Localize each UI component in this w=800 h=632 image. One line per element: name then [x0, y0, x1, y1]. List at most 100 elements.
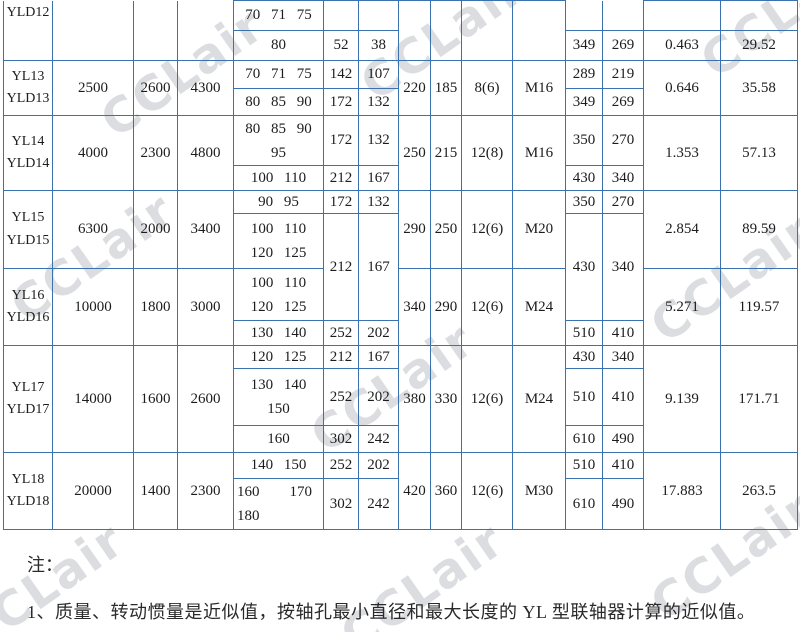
length-l-cell: 302 — [323, 478, 359, 530]
length-l-cell: 142 — [323, 60, 359, 89]
inertia-cell: 5.271 — [643, 268, 721, 346]
diameter-d2-cell: 430 — [565, 345, 603, 369]
diameter-d2-cell: 430 — [565, 165, 603, 191]
bolt-count-cell: 12(6) — [461, 345, 513, 453]
torque-cell: 14000 — [52, 345, 134, 453]
length-l1-cell: 167 — [358, 345, 399, 369]
mass-cell: 171.71 — [720, 345, 798, 453]
diameter-d2-cell — [565, 0, 603, 31]
table-row: 100 110 212 167 430 340 — [4, 165, 798, 191]
bore-diameter-cell: 90 95 — [233, 190, 324, 214]
bore-diameter-cell: 80 — [233, 30, 324, 61]
diameter-d3-cell: 410 — [602, 320, 644, 346]
table-row: YL18 YLD18 20000 1400 2300 140 150 252 2… — [3, 452, 798, 530]
diameter-d-cell — [398, 0, 431, 61]
length-l1-cell: 167 — [358, 165, 399, 191]
speed-yl-cell: 1800 — [133, 268, 178, 346]
bore-diameter-cell: 160 — [233, 425, 324, 453]
bore-diameter-cell: 140 150 — [233, 452, 324, 479]
length-l-cell: 302 — [323, 425, 359, 453]
coupling-spec-table: YLD12 70 71 75 80 52 38 349 269 0.463 29… — [3, 0, 798, 530]
length-l1-cell: 167 — [358, 213, 399, 321]
table-row: YL14 YLD14 4000 2300 4800 80 85 90 95 17… — [3, 115, 798, 191]
length-l-cell: 252 — [323, 368, 359, 426]
bolt-count-cell: 8(6) — [461, 60, 513, 116]
model-cell: YL18 YLD18 — [3, 452, 53, 530]
mass-cell: 89.59 — [720, 190, 798, 269]
length-l-cell — [323, 0, 359, 31]
diameter-d2-cell: 610 — [565, 478, 603, 530]
table-row: YL15 YLD15 6300 2000 3400 90 95 172 132 … — [3, 190, 798, 269]
table-row: YLD12 70 71 75 — [3, 0, 798, 61]
bolt-count-cell: 12(6) — [461, 268, 513, 346]
length-l1-cell: 132 — [358, 190, 399, 214]
speed-yld-cell: 4800 — [177, 115, 234, 191]
bore-diameter-cell: 80 85 90 — [233, 88, 324, 116]
length-l1-cell: 202 — [358, 320, 399, 346]
length-l-cell: 212 — [323, 165, 359, 191]
diameter-d-cell: 420 — [398, 452, 431, 530]
speed-yld-cell: 2300 — [177, 452, 234, 530]
length-l1-cell: 132 — [358, 88, 399, 116]
diameter-d2-cell: 349 — [565, 88, 603, 116]
length-l1-cell — [358, 0, 399, 31]
model-cell: YL17 YLD17 — [3, 345, 53, 453]
length-l-cell: 252 — [323, 452, 359, 479]
diameter-d3-cell: 490 — [602, 478, 644, 530]
diameter-d1-cell: 215 — [430, 115, 462, 191]
diameter-d3-cell: 270 — [602, 190, 644, 214]
mass-cell: 263.5 — [720, 452, 798, 530]
model-cell: YL16 YLD16 — [3, 268, 53, 346]
diameter-d1-cell — [430, 0, 462, 61]
bolt-size-cell: M24 — [512, 268, 566, 346]
bolt-size-cell: M30 — [512, 452, 566, 530]
speed-yl-cell — [133, 0, 178, 61]
torque-cell — [52, 0, 134, 61]
inertia-cell: 0.463 — [643, 30, 721, 61]
speed-yld-cell: 4300 — [177, 60, 234, 116]
speed-yld-cell: 3000 — [177, 268, 234, 346]
diameter-d-cell: 340 — [398, 268, 431, 346]
bore-diameter-cell: 100 110 120 125 — [233, 268, 324, 321]
diameter-d3-cell: 269 — [602, 88, 644, 116]
bore-diameter-cell: 100 110 120 125 — [233, 213, 324, 269]
diameter-d3-cell: 410 — [602, 368, 644, 426]
bolt-size-cell: M24 — [512, 345, 566, 453]
diameter-d1-cell: 250 — [430, 190, 462, 269]
diameter-d2-cell: 349 — [565, 30, 603, 61]
model-cell: YL14 YLD14 — [3, 115, 53, 191]
mass-cell: 29.52 — [720, 30, 798, 61]
diameter-d2-cell: 510 — [565, 452, 603, 479]
inertia-cell: 17.883 — [643, 452, 721, 530]
bore-diameter-cell: 70 71 75 — [233, 60, 324, 89]
table-row: YL17 YLD17 14000 1600 2600 120 125 212 1… — [3, 345, 798, 453]
speed-yld-cell: 2600 — [177, 345, 234, 453]
torque-cell: 20000 — [52, 452, 134, 530]
torque-cell: 4000 — [52, 115, 134, 191]
length-l1-cell: 38 — [358, 30, 399, 61]
diameter-d3-cell: 490 — [602, 425, 644, 453]
diameter-d2-cell: 350 — [565, 115, 603, 166]
speed-yl-cell: 2600 — [133, 60, 178, 116]
speed-yld-cell: 3400 — [177, 190, 234, 269]
speed-yld-cell — [177, 0, 234, 61]
diameter-d3-cell: 219 — [602, 60, 644, 89]
length-l-cell: 52 — [323, 30, 359, 61]
model-cell: YLD12 — [3, 0, 53, 61]
table-row: 130 140 150 252 202 510 410 — [4, 368, 798, 426]
diameter-d-cell: 250 — [398, 115, 431, 191]
table-row: 100 110 120 125 212 167 430 340 — [4, 213, 798, 321]
bolt-size-cell: M16 — [512, 115, 566, 191]
bore-diameter-cell: 130 140 — [233, 320, 324, 346]
note-line-1: 1、质量、转动惯量是近似值，按轴孔最小直径和最大长度的 YL 型联轴器计算的近似… — [27, 602, 756, 622]
table-row: 80 85 90 172 132 349 269 — [4, 88, 798, 116]
inertia-cell: 9.139 — [643, 345, 721, 453]
table-row: YL16 YLD16 10000 1800 3000 100 110 120 1… — [3, 268, 798, 346]
bolt-size-cell: M16 — [512, 60, 566, 116]
model-cell: YL13 YLD13 — [3, 60, 53, 116]
diameter-d1-cell: 185 — [430, 60, 462, 116]
torque-cell: 2500 — [52, 60, 134, 116]
mass-cell: 35.58 — [720, 60, 798, 116]
bore-diameter-cell: 80 85 90 95 — [233, 115, 324, 166]
length-l-cell: 212 — [323, 345, 359, 369]
